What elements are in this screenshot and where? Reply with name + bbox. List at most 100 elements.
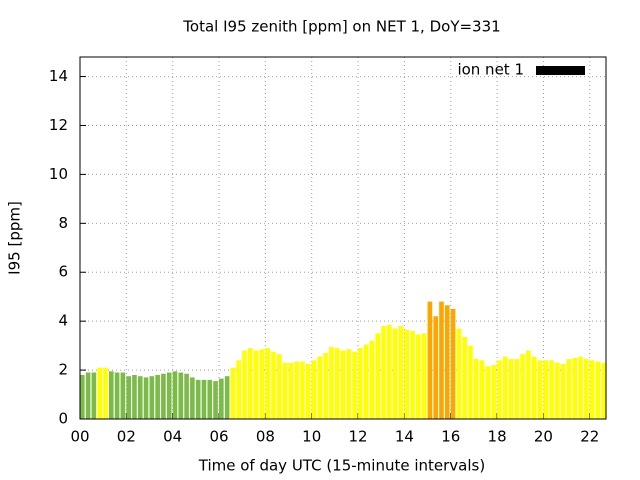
y-tick-label: 10 [49,165,68,183]
bar [369,340,375,419]
bar [172,371,178,419]
bar [485,366,491,419]
bar [358,348,363,419]
bar [491,365,496,419]
bar [595,361,601,419]
y-tick-label: 8 [58,214,68,232]
bar [247,348,253,419]
x-tick-label: 20 [534,428,553,446]
bar [80,374,85,419]
bar [195,379,201,419]
x-tick-label: 00 [70,428,89,446]
bar [265,348,271,419]
bar [392,328,398,419]
x-tick-label: 06 [209,428,228,446]
bar [583,359,589,419]
bar [97,367,103,419]
bar [514,359,520,419]
bar [219,378,224,419]
bar [334,348,340,419]
bar [294,361,299,419]
bar [207,379,213,419]
bar [103,367,108,419]
bar [288,362,294,419]
bar [271,351,276,419]
bar [549,360,554,419]
x-tick-label: 18 [488,428,507,446]
x-tick-label: 10 [302,428,321,446]
bar [560,363,566,419]
bar [543,360,549,419]
legend-label: ion net 1 [457,61,524,79]
bar [305,363,311,419]
bar [601,362,606,419]
bar [578,356,583,419]
y-tick-label: 12 [49,116,68,134]
bar [502,356,508,419]
x-tick-label: 16 [441,428,460,446]
bar [340,350,346,419]
bar [444,305,450,419]
y-axis-label: I95 [ppm] [6,201,24,275]
bar [566,359,572,419]
bar [132,374,137,419]
bar [526,350,531,419]
bar [427,301,433,419]
bar [381,326,386,419]
bar [282,362,288,419]
bar [410,330,415,419]
bar [224,376,230,419]
x-tick-label: 02 [117,428,136,446]
bar [589,360,595,419]
x-tick-label: 22 [580,428,599,446]
bar [415,334,421,419]
bar [398,326,404,419]
bar [387,324,392,419]
bar [126,376,131,419]
bar [421,333,427,419]
bar [137,376,143,419]
plot-frame [79,56,607,420]
y-tick-label: 0 [58,410,68,428]
bar [317,356,323,419]
bar [508,359,514,419]
bar [473,359,479,419]
bar [456,328,462,419]
x-tick-label: 04 [163,428,182,446]
bar [155,374,160,419]
bar [537,360,543,419]
bar [450,308,456,419]
bar [114,372,120,419]
bar [311,360,317,419]
bar [120,372,126,419]
bar [479,360,485,419]
bar [375,333,381,419]
y-tick-label: 4 [58,312,68,330]
bar [300,361,305,419]
legend-swatch [536,66,585,75]
bar [178,372,184,419]
bar [555,362,560,419]
bar [404,329,410,419]
bar [259,349,265,419]
bar [166,372,172,419]
bar [346,349,352,419]
bar [572,357,578,419]
bar [433,316,439,419]
bar [230,367,236,419]
bar [143,377,149,419]
bar [468,345,473,419]
bar [363,344,369,419]
x-tick-label: 08 [256,428,275,446]
bar [497,360,502,419]
bar [85,372,91,419]
chart-title: Total I95 zenith [ppm] on NET 1, DoY=331 [182,18,500,36]
x-tick-label: 14 [395,428,414,446]
bar [108,371,114,419]
bar [242,350,247,419]
bar [531,356,537,419]
bar [323,352,328,419]
bar [462,337,467,419]
bar [329,346,334,419]
